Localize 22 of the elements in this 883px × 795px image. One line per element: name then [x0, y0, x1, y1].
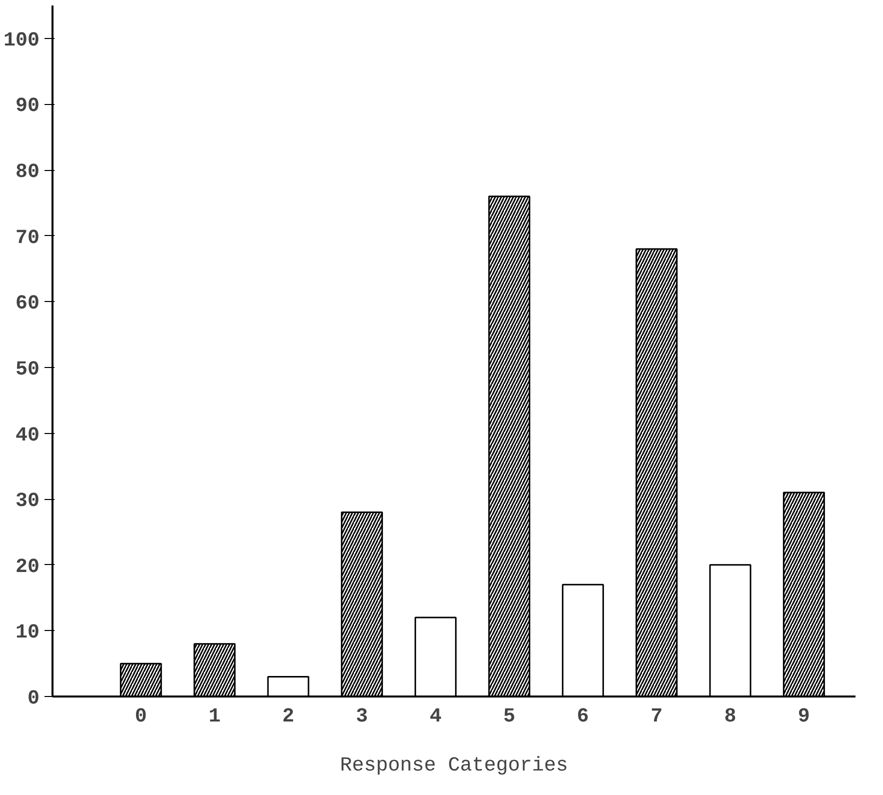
y-tick-label: 50 — [15, 358, 40, 382]
x-tick-label: 0 — [134, 706, 147, 728]
y-tick-label: 20 — [15, 556, 40, 579]
x-tick-label: 1 — [208, 706, 221, 728]
x-tick-label: 6 — [576, 706, 589, 728]
x-tick-label: 8 — [724, 706, 736, 728]
x-tick-label: 4 — [430, 706, 442, 728]
x-tick-label: 9 — [798, 706, 810, 728]
y-tick-label: 80 — [15, 161, 40, 184]
x-tick-label: 5 — [503, 706, 516, 728]
x-tick-label: 2 — [282, 706, 294, 728]
y-tick-label: 0 — [28, 688, 40, 710]
y-tick-label: 10 — [15, 622, 40, 645]
y-tick-label: 100 — [3, 29, 40, 52]
y-tick-label: 30 — [15, 490, 40, 514]
x-tick-label: 7 — [650, 706, 663, 728]
y-tick-label: 40 — [15, 424, 40, 448]
y-tick-label: 70 — [15, 226, 40, 250]
y-tick-label: 60 — [15, 292, 40, 316]
y-tick-label: 90 — [15, 95, 40, 118]
x-axis-title: Response Categories — [340, 754, 568, 778]
x-tick-label: 3 — [356, 706, 368, 728]
